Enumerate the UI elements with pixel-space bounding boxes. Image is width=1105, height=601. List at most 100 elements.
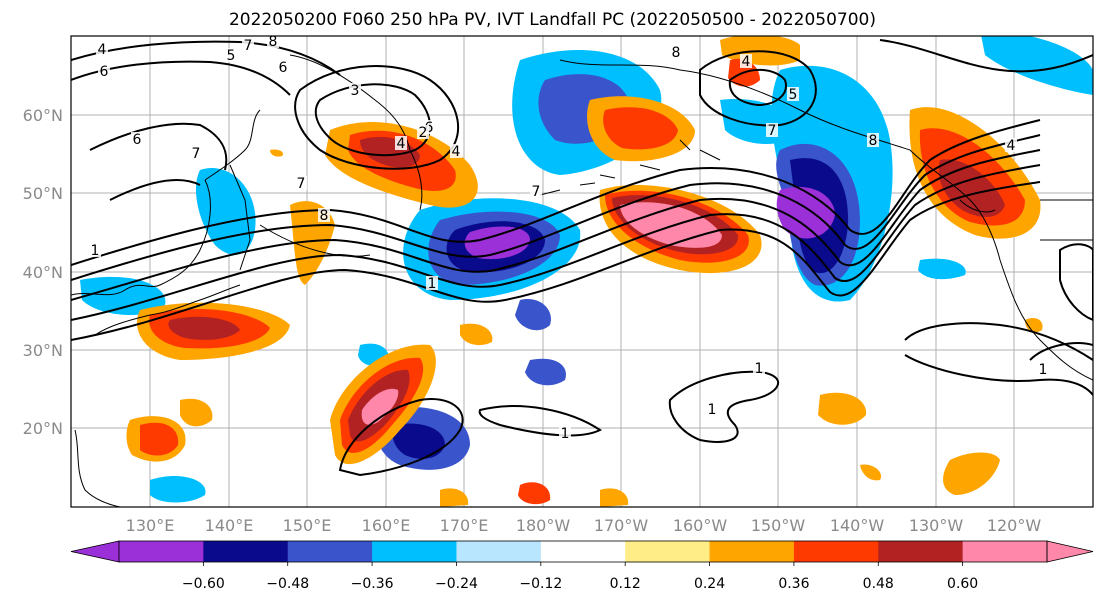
- colorbar-tick-label: −0.48: [266, 576, 309, 592]
- contour-label-background: [295, 176, 307, 190]
- longitude-label: 150°E: [283, 516, 332, 535]
- contour-label-background: [426, 276, 438, 290]
- colorbar-tick-label: −0.36: [351, 576, 394, 592]
- contour-label: 1: [91, 243, 100, 259]
- contour-label-background: [395, 136, 407, 150]
- colorbar-swatch: [287, 541, 373, 562]
- longitude-label: 130°W: [909, 516, 964, 535]
- contour-label: 1: [561, 426, 570, 442]
- contour-label: 4: [742, 54, 751, 70]
- contour-label: 1: [428, 276, 437, 292]
- contour-label: 7: [192, 146, 201, 162]
- colorbar-tick-label: −0.60: [182, 576, 225, 592]
- contour-label: 6: [133, 132, 142, 148]
- longitude-label: 160°E: [362, 516, 411, 535]
- longitude-label: 140°E: [205, 516, 254, 535]
- contour-label-background: [559, 426, 571, 440]
- contour-label-background: [96, 42, 108, 56]
- contour-label-background: [670, 45, 682, 59]
- longitude-label: 160°W: [673, 516, 728, 535]
- colorbar-tick-label: −0.12: [519, 576, 562, 592]
- latitude-label: 50°N: [23, 184, 63, 203]
- colorbar-swatch: [793, 541, 879, 562]
- contour-label-background: [89, 243, 101, 257]
- contour-label: 8: [672, 45, 681, 61]
- contour-label: 4: [98, 42, 107, 58]
- contour-label: 1: [755, 361, 764, 377]
- colorbar-tick-label: 0.12: [610, 576, 641, 592]
- contour-label-background: [706, 402, 718, 416]
- colorbar-tick-label: 0.60: [947, 576, 978, 592]
- colorbar-swatch: [625, 541, 711, 562]
- contour-label: 4: [397, 136, 406, 152]
- latitude-label: 40°N: [23, 263, 63, 282]
- contour-label-background: [318, 208, 330, 222]
- contour-label: 6: [100, 64, 109, 80]
- colorbar-swatch: [962, 541, 1048, 562]
- contour-label-background: [1005, 138, 1017, 152]
- contour-label: 6: [425, 120, 434, 136]
- longitude-label: 170°E: [440, 516, 489, 535]
- contour-label-background: [190, 146, 202, 160]
- map-frame: [70, 35, 1094, 508]
- contour-label: 4: [1007, 138, 1016, 154]
- contour-label: 5: [789, 87, 798, 103]
- longitude-labels: 130°E 140°E 150°E 160°E 170°E 180°W 170°W 160°W…: [126, 516, 1042, 535]
- colorbar-extend-max: [1046, 540, 1094, 563]
- contour-label-background: [867, 133, 879, 147]
- pv-contours: [71, 39, 1093, 477]
- contour-label-background: [787, 87, 799, 101]
- longitude-label: 170°W: [594, 516, 649, 535]
- contour-label: 3: [351, 83, 360, 99]
- map-title: 2022050200 F060 250 hPa PV, IVT Landfall…: [228, 10, 876, 30]
- contour-label: 1: [708, 402, 717, 418]
- contour-label: 7: [768, 123, 777, 139]
- negative-ivt-shading: [80, 36, 1093, 503]
- colorbar-swatch: [878, 541, 964, 562]
- contour-label: 4: [452, 144, 461, 160]
- colorbar-tick-labels: −0.60 −0.48 −0.36 −0.24 −0.12 0.12 0.24 0.36 0.4…: [182, 562, 978, 592]
- colorbar-swatch: [119, 541, 204, 562]
- contour-label-background: [1037, 362, 1049, 376]
- contour-label: 7: [297, 176, 306, 192]
- contour-label-background: [417, 125, 429, 139]
- colorbar-swatch: [709, 541, 795, 562]
- longitude-label: 180°W: [516, 516, 571, 535]
- longitude-label: 140°W: [830, 516, 885, 535]
- contour-label: 6: [279, 60, 288, 76]
- pv-contour-labels: 4865764364787612781417518411: [89, 34, 1049, 442]
- map-area: 4865764364787612781417518411: [71, 34, 1093, 507]
- contour-label-background: [753, 361, 765, 375]
- contour-label-background: [98, 64, 110, 78]
- colorbar-extend-min: [70, 540, 120, 563]
- latitude-label: 20°N: [23, 419, 63, 438]
- colorbar-swatch: [372, 541, 457, 562]
- contour-label: 5: [227, 48, 236, 64]
- colorbar-tick-label: 0.36: [778, 576, 809, 592]
- contour-label-background: [267, 36, 279, 48]
- contour-label: 8: [269, 34, 278, 50]
- contour-label-background: [349, 83, 361, 97]
- colorbar-tick-label: −0.24: [435, 576, 478, 592]
- colorbar-tick-label: 0.24: [694, 576, 725, 592]
- longitude-label: 120°W: [987, 516, 1042, 535]
- colorbar-swatch: [456, 541, 542, 562]
- contour-label-background: [225, 48, 237, 62]
- contour-label-background: [766, 123, 778, 137]
- contour-label: 8: [869, 133, 878, 149]
- contour-label: 7: [532, 184, 541, 200]
- colorbar-swatch: [203, 541, 289, 562]
- contour-label: 1: [1039, 362, 1048, 378]
- colorbar: [70, 540, 1094, 563]
- contour-label: 2: [419, 125, 428, 141]
- contour-label: 7: [244, 38, 253, 54]
- colorbar-tick-label: 0.48: [863, 576, 894, 592]
- contour-label: 8: [320, 208, 329, 224]
- colorbar-frame: [118, 540, 1048, 563]
- contour-label-background: [740, 54, 752, 68]
- contour-label-background: [242, 38, 254, 52]
- colorbar-swatch: [540, 541, 626, 562]
- contour-label-background: [450, 144, 462, 158]
- contour-label-background: [277, 60, 289, 74]
